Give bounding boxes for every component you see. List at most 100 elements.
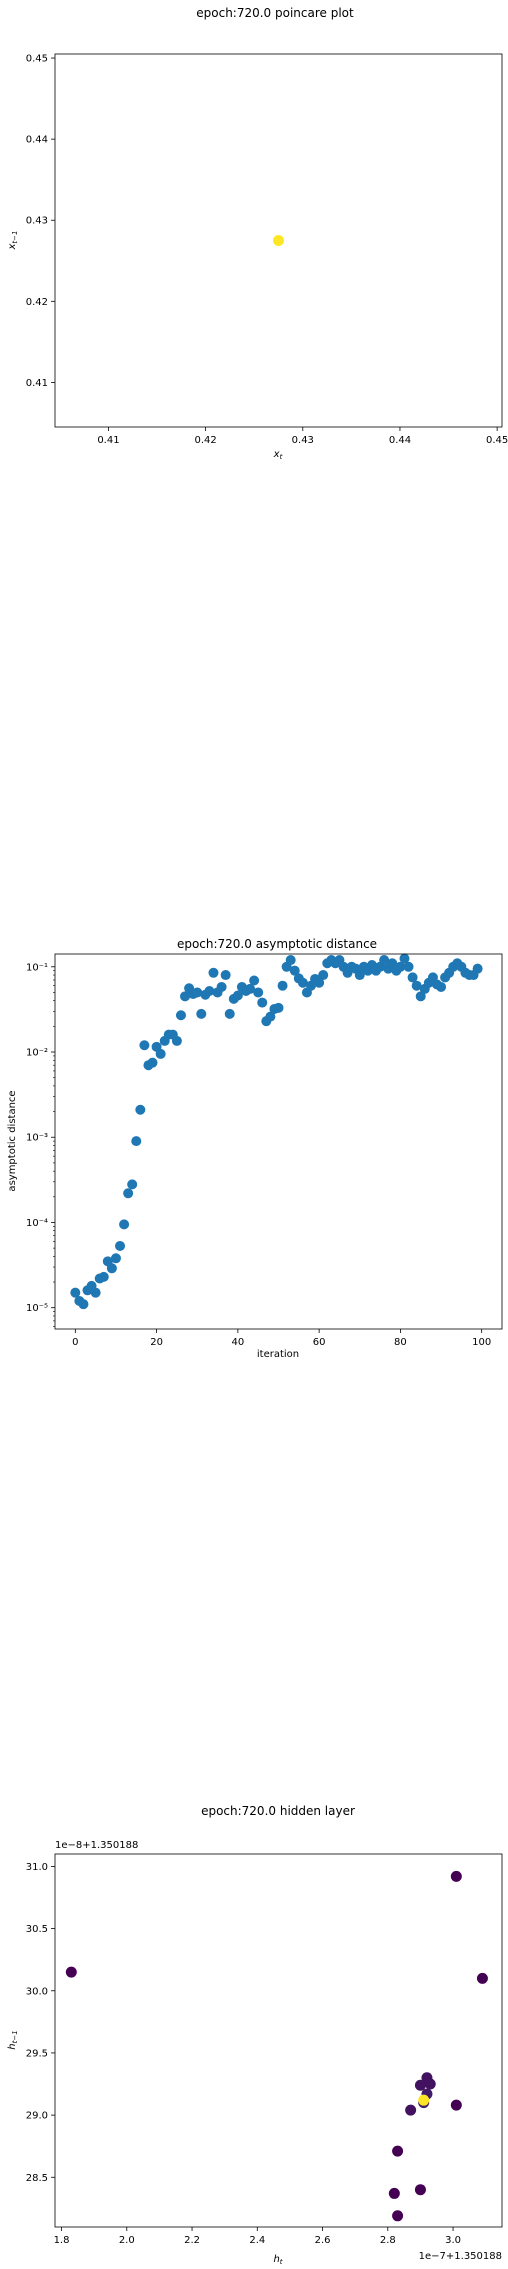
hidden-x-tick-label: 2.8	[380, 2235, 396, 2246]
hidden-title: epoch:720.0 hidden layer	[201, 1804, 355, 1818]
distance-x-tick-label: 0	[72, 1337, 78, 1348]
distance-xlabel: iteration	[257, 1349, 299, 1360]
distance-point	[436, 981, 447, 992]
distance-point	[208, 967, 219, 978]
distance-point	[147, 1057, 158, 1068]
distance-y-tick-label: 10⁻³	[26, 1133, 48, 1144]
distance-x-tick-label: 20	[150, 1337, 163, 1348]
hidden-x-tick-label: 2.6	[315, 2235, 331, 2246]
hidden-x-tick-label: 2.4	[249, 2235, 265, 2246]
distance-point	[123, 1188, 134, 1199]
hidden-x-tick-label: 1.8	[54, 2235, 70, 2246]
poincare-x-tick-label: 0.45	[486, 435, 508, 446]
distance-point	[224, 1008, 235, 1019]
distance-point	[415, 991, 426, 1002]
distance-point	[285, 955, 296, 966]
hidden-x-tick-label: 3.0	[445, 2235, 461, 2246]
poincare-x-tick-label: 0.44	[389, 435, 411, 446]
poincare-y-tick-label: 0.43	[26, 216, 48, 227]
hidden-y-tick-label: 28.5	[26, 2173, 48, 2184]
distance-point	[232, 990, 243, 1001]
distance-frame	[54, 953, 503, 1330]
distance-point	[297, 977, 308, 988]
poincare-y-tick-label: 0.42	[26, 297, 48, 308]
distance-point	[216, 981, 227, 992]
distance-point	[98, 1271, 109, 1282]
distance-point	[289, 965, 300, 976]
distance-point	[106, 1263, 117, 1274]
distance-point	[249, 975, 260, 986]
poincare-chart: epoch:720.0 poincare plot 0.41 0.42 0.43 0.…	[7, 6, 508, 461]
distance-x-tick-label: 80	[394, 1337, 407, 1348]
poincare-x-tick-label: 0.41	[97, 435, 119, 446]
hidden-point	[392, 2210, 404, 2222]
poincare-y-tick-label: 0.45	[26, 54, 48, 65]
distance-point	[472, 963, 483, 974]
poincare-title: epoch:720.0 poincare plot	[196, 6, 354, 20]
hidden-point	[418, 2094, 430, 2106]
hidden-point	[414, 2079, 426, 2091]
distance-point	[387, 958, 398, 969]
hidden-point	[388, 2187, 400, 2199]
distance-point	[90, 1287, 101, 1298]
poincare-frame	[54, 53, 503, 428]
distance-point	[135, 1104, 146, 1115]
distance-point	[139, 1040, 150, 1051]
hidden-y-tick-label: 30.5	[26, 1924, 48, 1935]
distance-y-tick-label: 10⁻⁴	[26, 1218, 48, 1229]
hidden-point	[392, 2145, 404, 2157]
distance-point	[253, 987, 264, 998]
distance-point	[204, 985, 215, 996]
distance-y-tick-label: 10⁻⁵	[26, 1303, 48, 1314]
poincare-x-tick-label: 0.43	[292, 435, 314, 446]
distance-point	[115, 1240, 126, 1251]
hidden-y-tick-label: 30.0	[26, 1986, 48, 1997]
distance-point	[354, 970, 365, 981]
distance-point	[318, 970, 329, 981]
distance-point	[379, 955, 390, 966]
distance-point	[314, 977, 325, 988]
distance-point	[175, 1010, 186, 1021]
distance-point	[411, 980, 422, 991]
hidden-y-offset: 1e−8+1.350188	[55, 1840, 138, 1851]
hidden-point	[424, 2078, 436, 2090]
distance-point	[171, 1035, 182, 1046]
distance-point	[119, 1219, 130, 1230]
poincare-xlabel: xt	[273, 449, 283, 461]
distance-point	[110, 1253, 121, 1264]
distance-chart: epoch:720.0 asymptotic distance 0 20 40 60 8…	[7, 937, 503, 1360]
distance-point	[127, 1179, 138, 1190]
distance-point	[245, 983, 256, 994]
hidden-point	[405, 2104, 417, 2116]
distance-x-tick-label: 60	[313, 1337, 326, 1348]
hidden-point	[414, 2184, 426, 2196]
distance-ylabel: asymptotic distance	[7, 1090, 18, 1191]
hidden-point	[65, 1966, 77, 1978]
distance-point	[277, 980, 288, 991]
distance-x-tick-label: 40	[231, 1337, 244, 1348]
distance-point	[78, 1299, 89, 1310]
poincare-y-tick-label: 0.44	[26, 135, 48, 146]
hidden-point	[450, 2099, 462, 2111]
distance-x-tick-label: 100	[472, 1337, 491, 1348]
hidden-point	[476, 1972, 488, 1984]
hidden-frame	[54, 1853, 503, 2228]
distance-point	[196, 1008, 207, 1019]
distance-point	[155, 1048, 166, 1059]
hidden-xlabel: ht	[273, 2254, 282, 2266]
poincare-y-tick-label: 0.41	[26, 378, 48, 389]
distance-title: epoch:720.0 asymptotic distance	[177, 937, 377, 951]
hidden-x-tick-label: 2.0	[119, 2235, 135, 2246]
hidden-x-tick-label: 2.2	[184, 2235, 200, 2246]
distance-point	[180, 991, 191, 1002]
distance-point	[403, 961, 414, 972]
poincare-x-tick-label: 0.42	[194, 435, 216, 446]
distance-point	[192, 987, 203, 998]
hidden-y-tick-label: 29.5	[26, 2048, 48, 2059]
hidden-x-offset: 1e−7+1.350188	[419, 2251, 502, 2262]
hidden-y-tick-label: 29.0	[26, 2111, 48, 2122]
distance-point	[131, 1136, 142, 1147]
distance-point	[70, 1287, 81, 1298]
hidden-chart: epoch:720.0 hidden layer 1e−8+1.350188 1…	[7, 1804, 503, 2266]
